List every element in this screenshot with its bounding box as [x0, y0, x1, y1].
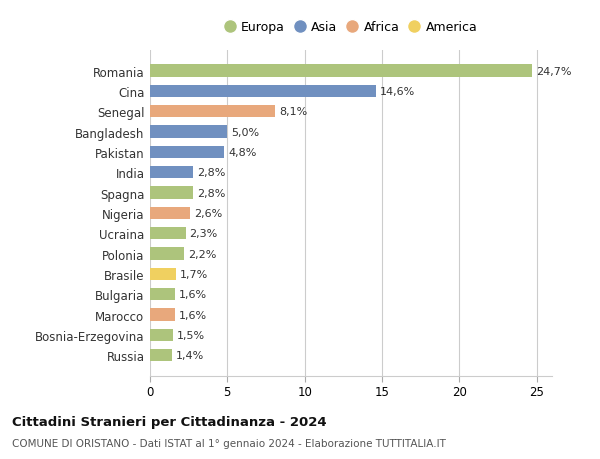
Bar [150, 187, 193, 199]
Text: 24,7%: 24,7% [536, 67, 571, 76]
Text: 14,6%: 14,6% [380, 87, 415, 97]
Text: 4,8%: 4,8% [228, 148, 256, 157]
Bar [150, 228, 185, 240]
Text: 2,8%: 2,8% [197, 168, 226, 178]
Text: 5,0%: 5,0% [231, 127, 259, 137]
Bar [150, 167, 193, 179]
Text: 1,4%: 1,4% [176, 351, 204, 360]
Bar [150, 146, 224, 159]
Text: 1,7%: 1,7% [180, 269, 208, 279]
Bar [150, 349, 172, 362]
Bar [150, 289, 175, 301]
Bar [150, 329, 173, 341]
Bar [150, 126, 227, 138]
Text: 8,1%: 8,1% [279, 107, 307, 117]
Text: 2,2%: 2,2% [188, 249, 216, 259]
Bar [150, 106, 275, 118]
Bar [150, 207, 190, 219]
Bar [150, 248, 184, 260]
Bar [150, 85, 376, 98]
Text: Cittadini Stranieri per Cittadinanza - 2024: Cittadini Stranieri per Cittadinanza - 2… [12, 415, 326, 428]
Text: 2,3%: 2,3% [190, 229, 218, 239]
Text: 2,6%: 2,6% [194, 208, 223, 218]
Text: COMUNE DI ORISTANO - Dati ISTAT al 1° gennaio 2024 - Elaborazione TUTTITALIA.IT: COMUNE DI ORISTANO - Dati ISTAT al 1° ge… [12, 438, 446, 448]
Text: 1,6%: 1,6% [179, 290, 207, 300]
Bar [150, 65, 532, 78]
Bar [150, 268, 176, 280]
Legend: Europa, Asia, Africa, America: Europa, Asia, Africa, America [224, 21, 478, 34]
Text: 1,6%: 1,6% [179, 310, 207, 320]
Text: 1,5%: 1,5% [177, 330, 205, 340]
Text: 2,8%: 2,8% [197, 188, 226, 198]
Bar [150, 309, 175, 321]
